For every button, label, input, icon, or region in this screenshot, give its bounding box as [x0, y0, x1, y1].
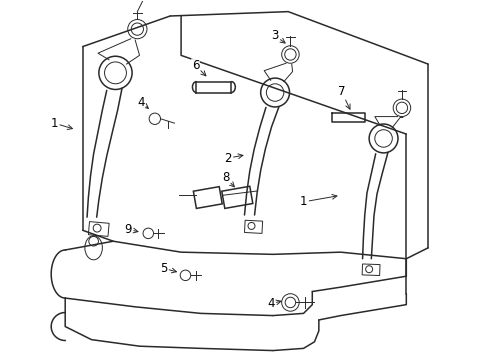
- Text: 8: 8: [222, 171, 234, 187]
- Text: 3: 3: [271, 29, 285, 43]
- Text: 9: 9: [124, 223, 138, 236]
- Text: 2: 2: [224, 152, 243, 165]
- Text: 6: 6: [191, 59, 205, 76]
- Text: 4: 4: [266, 297, 281, 310]
- Bar: [362, 264, 379, 275]
- Bar: [244, 220, 262, 233]
- Bar: [193, 186, 222, 208]
- Text: 1: 1: [50, 117, 72, 130]
- Text: 7: 7: [337, 85, 349, 109]
- Text: 4: 4: [137, 96, 148, 109]
- Bar: [222, 186, 252, 208]
- Text: 5: 5: [160, 262, 176, 275]
- Text: 1: 1: [299, 194, 336, 208]
- Bar: [88, 222, 109, 237]
